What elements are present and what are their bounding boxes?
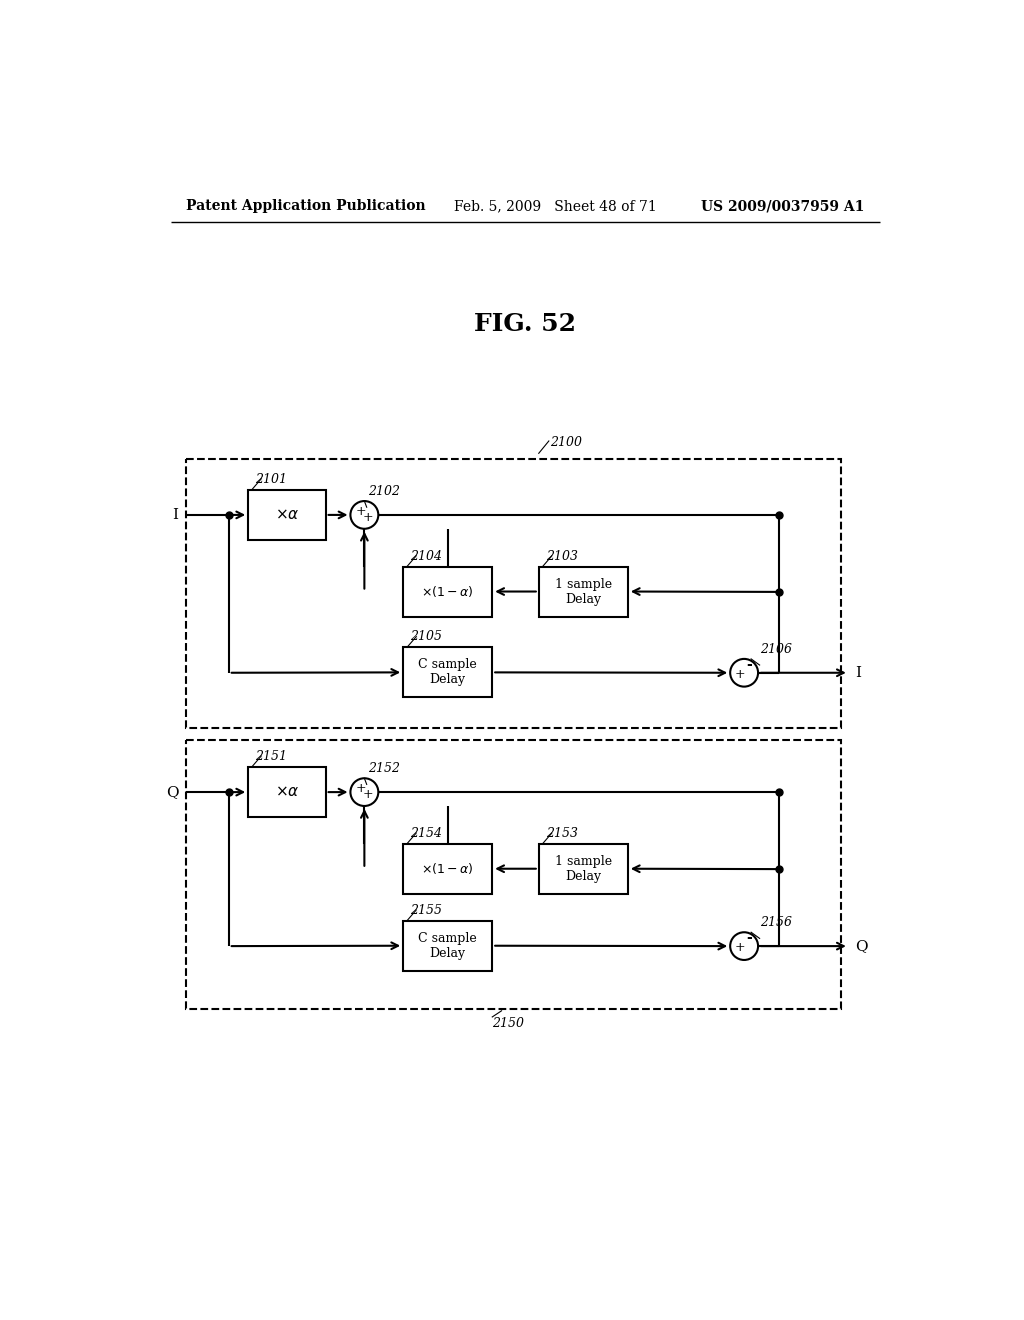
Circle shape [350,779,378,807]
Text: 2154: 2154 [410,826,442,840]
Text: $\times\alpha$: $\times\alpha$ [274,784,299,799]
Text: 2105: 2105 [410,631,442,644]
Text: US 2009/0037959 A1: US 2009/0037959 A1 [700,199,864,213]
Text: -: - [745,659,752,672]
Text: 2100: 2100 [550,437,583,449]
Text: 2101: 2101 [255,473,287,486]
Text: C sample
Delay: C sample Delay [419,932,477,960]
Text: I: I [172,508,178,521]
Text: -: - [745,932,752,945]
Text: 2102: 2102 [369,484,400,498]
Text: Feb. 5, 2009   Sheet 48 of 71: Feb. 5, 2009 Sheet 48 of 71 [454,199,656,213]
Circle shape [730,932,758,960]
Text: +: + [356,781,367,795]
Bar [403,566,493,616]
Text: FIG. 52: FIG. 52 [474,312,575,337]
Text: Patent Application Publication: Patent Application Publication [186,199,426,213]
Bar [186,739,841,1010]
Bar [186,459,841,729]
Text: +: + [356,504,367,517]
Text: I: I [855,665,861,680]
Bar [248,767,326,817]
Text: +: + [362,788,374,801]
Text: $\times\alpha$: $\times\alpha$ [274,507,299,521]
Text: 2151: 2151 [255,750,287,763]
Text: 2152: 2152 [369,762,400,775]
Bar [539,843,628,894]
Text: +: + [735,668,745,681]
Circle shape [350,502,378,529]
Bar [539,566,628,616]
Text: C sample
Delay: C sample Delay [419,659,477,686]
Circle shape [730,659,758,686]
Bar [403,921,493,970]
Text: Q: Q [855,939,867,953]
Text: 2104: 2104 [410,549,442,562]
Text: 2103: 2103 [546,549,578,562]
Text: 2106: 2106 [761,643,793,656]
Text: 2156: 2156 [761,916,793,929]
Text: +: + [362,511,374,524]
Text: 2150: 2150 [493,1016,524,1030]
Text: 1 sample
Delay: 1 sample Delay [555,578,612,606]
Text: $\times(1-\alpha)$: $\times(1-\alpha)$ [421,583,474,599]
Text: 2155: 2155 [410,904,442,917]
Bar [248,490,326,540]
Text: $\times(1-\alpha)$: $\times(1-\alpha)$ [421,861,474,876]
Text: +: + [735,941,745,954]
Text: 1 sample
Delay: 1 sample Delay [555,855,612,883]
Bar [403,647,493,697]
Bar [403,843,493,894]
Text: Q: Q [166,785,178,799]
Text: 2153: 2153 [546,826,578,840]
